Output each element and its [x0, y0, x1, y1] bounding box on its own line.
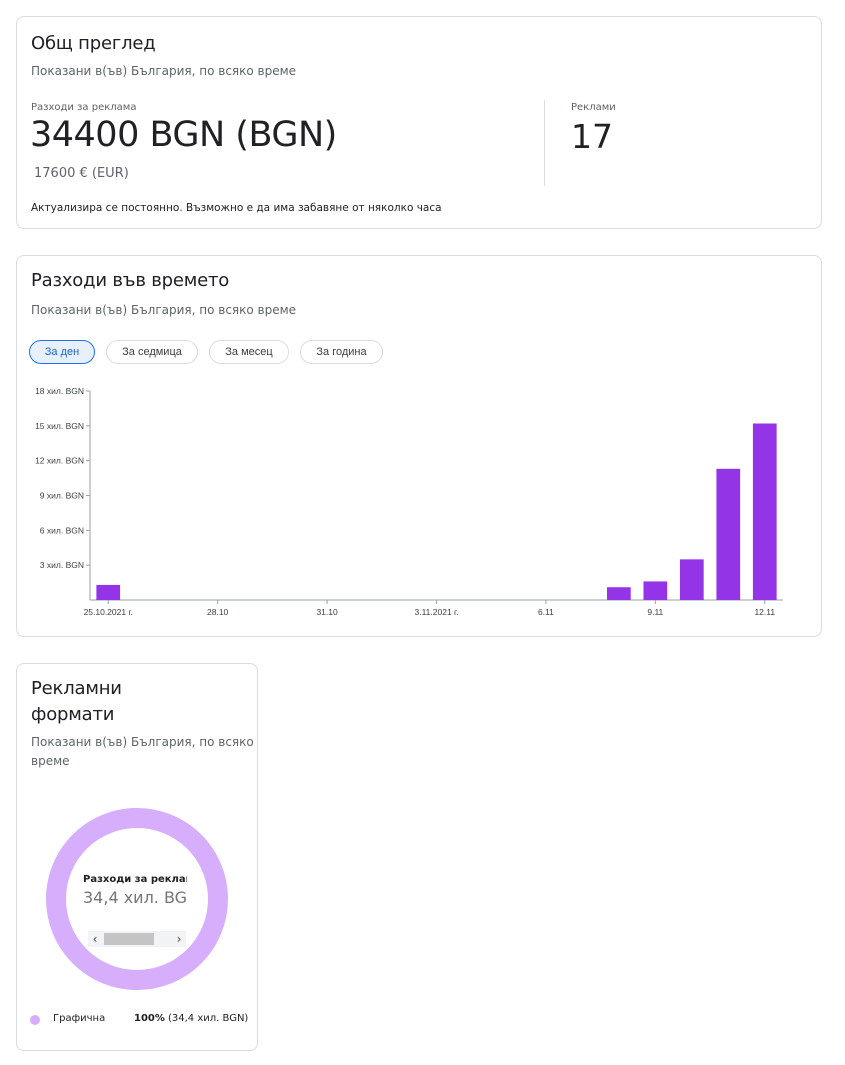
bar-2021-11-09[interactable] — [643, 581, 668, 600]
donut-center-label: Разходи за реклама — [83, 874, 187, 885]
ad-formats-title-line1: Рекламни — [31, 678, 122, 699]
chip-per-day[interactable]: За ден — [29, 340, 95, 364]
ads-count-label: Реклами — [571, 102, 616, 113]
x-tick-label: 25.10.2021 г. — [84, 607, 133, 617]
scrollbar-thumb[interactable] — [104, 933, 154, 945]
overview-title: Общ преглед — [31, 33, 156, 54]
ad-formats-subtitle-line2: време — [31, 754, 70, 768]
ad-formats-card: Рекламни формати Показани в(ъв) България… — [16, 663, 258, 1051]
bar-2021-10-25[interactable] — [96, 584, 121, 600]
bar-2021-11-10[interactable] — [679, 559, 704, 600]
legend-format-name: Графична — [53, 1013, 106, 1024]
legend-color-dot — [30, 1015, 40, 1025]
spend-over-time-subtitle: Показани в(ъв) България, по всяко време — [31, 303, 297, 317]
spend-label: Разходи за реклама — [31, 102, 137, 113]
bar-2021-11-12[interactable] — [752, 423, 777, 600]
ads-count-value: 17 — [571, 117, 613, 156]
overview-card: Общ преглед Показани в(ъв) България, по … — [16, 16, 822, 229]
donut-center-value: 34,4 хил. BGN — [83, 888, 187, 907]
spend-eur-value: 17600 € (EUR) — [34, 166, 129, 181]
donut-center-scrollbar[interactable]: ‹ › — [88, 931, 186, 947]
y-tick-label: 15 хил. BGN — [35, 421, 84, 431]
x-tick-label: 6.11 — [538, 607, 554, 617]
chip-per-week[interactable]: За седмица — [106, 340, 198, 364]
x-tick-label: 12.11 — [754, 607, 775, 617]
x-tick-label: 3.11.2021 г. — [415, 607, 459, 617]
x-tick-label: 28.10 — [207, 607, 229, 617]
legend-format-percent: 100% — [134, 1013, 165, 1024]
format-donut-chart — [46, 808, 228, 990]
y-tick-label: 18 хил. BGN — [35, 386, 84, 396]
chip-per-year[interactable]: За година — [300, 340, 383, 364]
legend-format-amount: (34,4 хил. BGN) — [168, 1013, 249, 1024]
bar-2021-11-08[interactable] — [607, 587, 631, 600]
y-tick-label: 12 хил. BGN — [35, 456, 84, 466]
x-tick-label: 31.10 — [316, 607, 338, 617]
chevron-right-icon[interactable]: › — [176, 932, 182, 946]
spend-value: 34400 BGN (BGN) — [30, 115, 337, 155]
spend-over-time-card: Разходи във времето Показани в(ъв) Бълга… — [16, 255, 822, 637]
y-tick-label: 9 хил. BGN — [40, 491, 84, 501]
overview-subtitle: Показани в(ъв) България, по всяко време — [31, 64, 297, 78]
spend-bar-chart: 3 хил. BGN 6 хил. BGN 9 хил. BGN 12 хил. BG… — [35, 386, 783, 617]
ad-formats-subtitle-line1: Показани в(ъв) България, по всяко — [31, 735, 254, 749]
update-note: Актуализира се постоянно. Възможно е да … — [31, 202, 442, 214]
ad-formats-title-line2: формати — [31, 704, 115, 725]
y-tick-label: 6 хил. BGN — [40, 525, 84, 535]
x-tick-label: 9.11 — [647, 607, 663, 617]
donut-slice-graphic[interactable] — [46, 808, 228, 990]
divider — [544, 100, 545, 186]
bar-2021-11-11[interactable] — [716, 468, 741, 600]
chevron-left-icon[interactable]: ‹ — [92, 932, 98, 946]
chip-per-month[interactable]: За месец — [209, 340, 289, 364]
spend-over-time-title: Разходи във времето — [31, 270, 230, 291]
y-tick-label: 3 хил. BGN — [40, 560, 84, 570]
